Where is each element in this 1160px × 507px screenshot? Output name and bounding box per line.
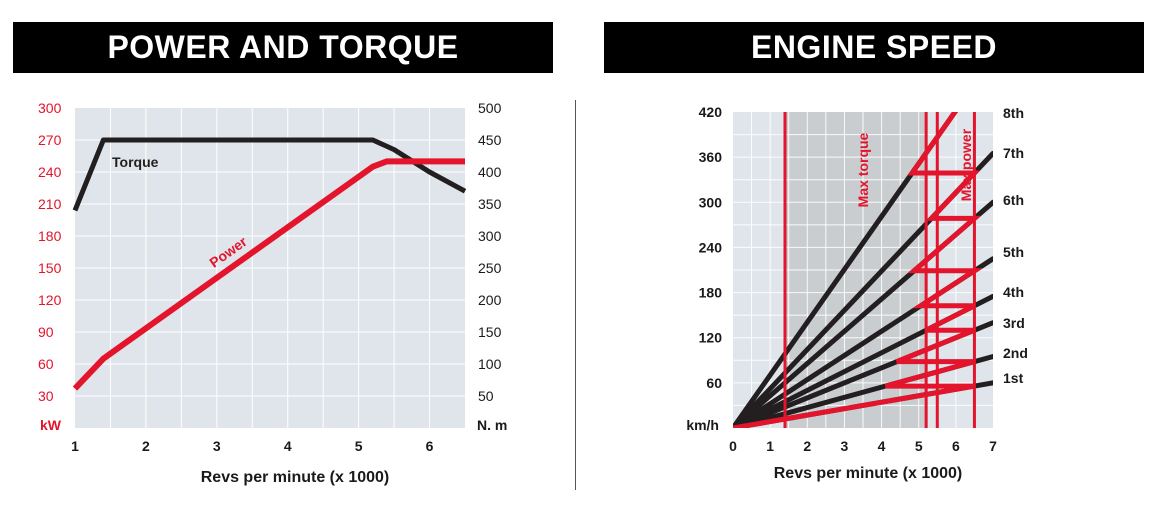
torque-line [72, 137, 467, 212]
gear-label-3rd: 3rd [1003, 315, 1025, 331]
y-left-tick-label: 120 [38, 292, 62, 308]
y-right-tick-label: 500 [478, 100, 502, 116]
gear-label-8th: 8th [1003, 105, 1024, 121]
y-left-tick-label: 180 [38, 228, 62, 244]
max-torque-label: Max torque [855, 132, 871, 207]
y-left-unit-label: kW [40, 417, 62, 433]
y-right-tick-label: 400 [478, 164, 502, 180]
gear-lines-group [733, 112, 993, 428]
y-tick-label: 240 [699, 239, 723, 255]
x-axis-title: Revs per minute (x 1000) [201, 469, 390, 486]
x-tick-label: 5 [355, 438, 363, 454]
y-right-tick-label: 50 [478, 388, 494, 404]
y-left-tick-label: 30 [38, 388, 54, 404]
power-torque-title: POWER AND TORQUE [13, 22, 553, 73]
panel-divider [575, 100, 576, 490]
shift-pattern-line [733, 112, 983, 428]
y-tick-label: 360 [699, 149, 723, 165]
y-right-tick-label: 300 [478, 228, 502, 244]
y-left-tick-label: 240 [38, 164, 62, 180]
gear-label-7th: 7th [1003, 145, 1024, 161]
y-unit-label: km/h [686, 417, 719, 433]
x-tick-label: 3 [841, 438, 849, 454]
y-right-tick-label: 100 [478, 356, 502, 372]
x-tick-label: 1 [766, 438, 774, 454]
y-right-tick-label: 250 [478, 260, 502, 276]
torque-label: Torque [112, 154, 159, 170]
y-tick-label: 180 [699, 285, 723, 301]
y-right-tick-label: 350 [478, 196, 502, 212]
gear-label-6th: 6th [1003, 192, 1024, 208]
y-left-tick-label: 150 [38, 260, 62, 276]
gear-label-4th: 4th [1003, 284, 1024, 300]
y-left-tick-label: 90 [38, 324, 54, 340]
engine-speed-title: ENGINE SPEED [604, 22, 1144, 73]
x-tick-label: 1 [71, 438, 79, 454]
y-left-tick-label: 300 [38, 100, 62, 116]
gear-label-5th: 5th [1003, 244, 1024, 260]
x-tick-label: 2 [142, 438, 150, 454]
x-tick-label: 0 [729, 438, 737, 454]
x-tick-label: 5 [915, 438, 923, 454]
x-tick-label: 2 [803, 438, 811, 454]
y-tick-label: 120 [699, 330, 723, 346]
x-axis-title: Revs per minute (x 1000) [774, 465, 963, 482]
x-tick-label: 4 [878, 438, 886, 454]
y-right-tick-label: 450 [478, 132, 502, 148]
y-right-tick-label: 200 [478, 292, 502, 308]
x-tick-label: 6 [952, 438, 960, 454]
x-tick-label: 3 [213, 438, 221, 454]
gear-label-2nd: 2nd [1003, 345, 1028, 361]
y-tick-label: 300 [699, 194, 723, 210]
y-right-unit-label: N. m [477, 417, 507, 433]
y-tick-label: 420 [699, 104, 723, 120]
power-line [72, 158, 465, 391]
y-left-tick-label: 210 [38, 196, 62, 212]
max-power-label: Max power [958, 128, 974, 201]
y-left-tick-label: 270 [38, 132, 62, 148]
y-right-tick-label: 150 [478, 324, 502, 340]
y-left-tick-label: 60 [38, 356, 54, 372]
y-tick-label: 60 [706, 375, 722, 391]
gear-label-1st: 1st [1003, 370, 1024, 386]
x-tick-label: 7 [989, 438, 997, 454]
x-tick-label: 4 [284, 438, 292, 454]
x-tick-label: 6 [426, 438, 434, 454]
